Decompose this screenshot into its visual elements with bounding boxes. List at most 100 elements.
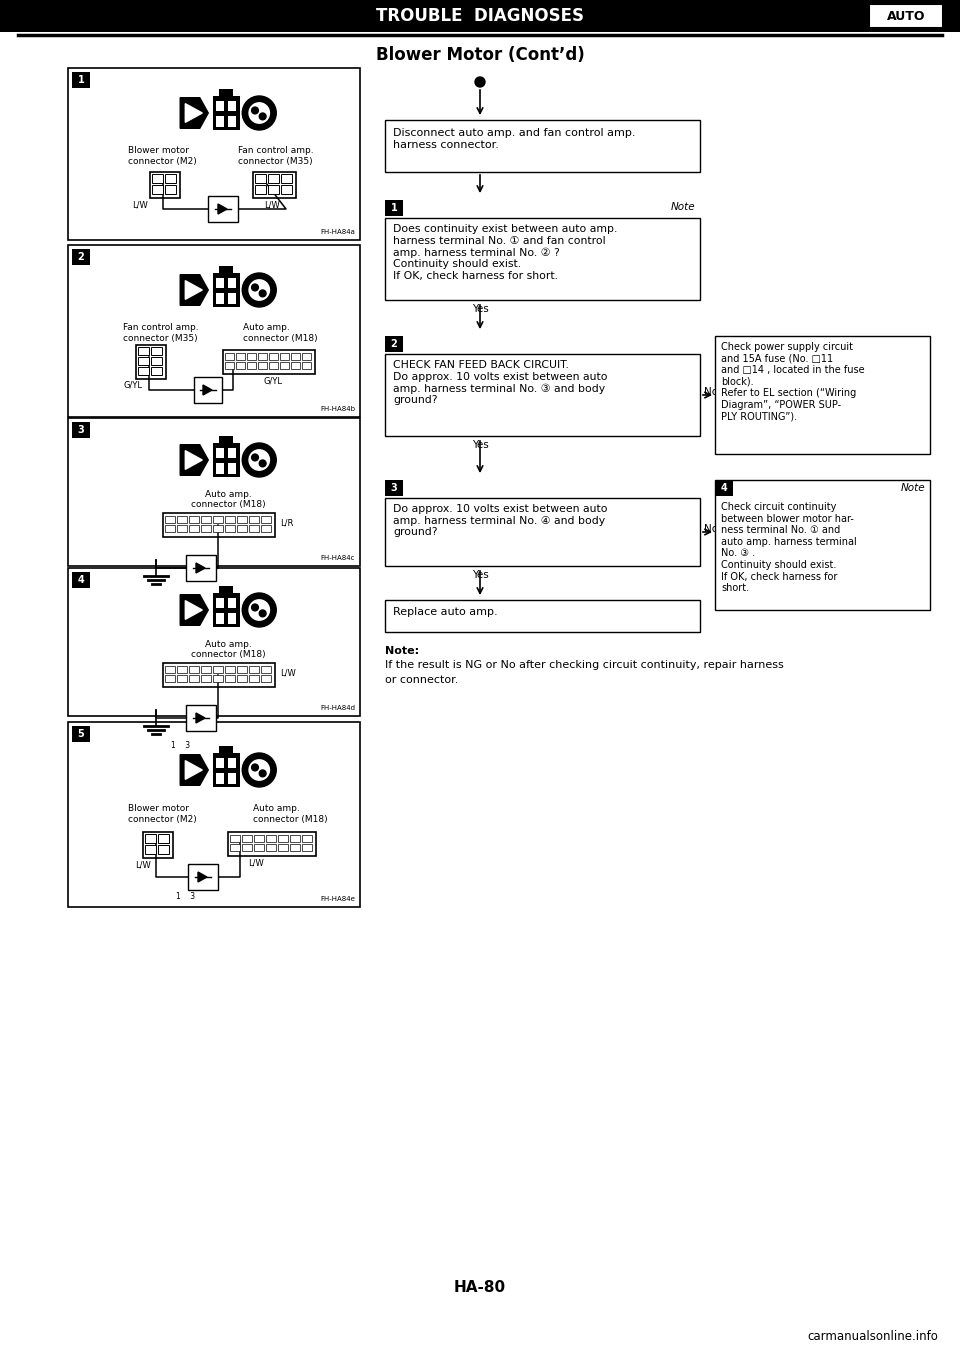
- Text: L/W: L/W: [135, 860, 151, 869]
- Bar: [68, 418, 360, 566]
- Bar: [225, 363, 234, 369]
- Bar: [236, 353, 245, 360]
- Bar: [213, 675, 223, 682]
- Bar: [72, 422, 90, 439]
- Circle shape: [249, 600, 270, 621]
- Bar: [219, 90, 233, 98]
- Text: FH-HA84a: FH-HA84a: [320, 230, 355, 235]
- Bar: [68, 68, 360, 240]
- Text: Auto amp.: Auto amp.: [253, 804, 300, 813]
- Bar: [290, 845, 300, 851]
- Circle shape: [242, 443, 276, 477]
- Text: CHECK FAN FEED BACK CIRCUIT.
Do approx. 10 volts exist between auto
amp. harness: CHECK FAN FEED BACK CIRCUIT. Do approx. …: [393, 360, 608, 405]
- Bar: [247, 363, 256, 369]
- Bar: [138, 357, 149, 365]
- Circle shape: [259, 610, 266, 617]
- Bar: [281, 185, 292, 194]
- Bar: [385, 335, 403, 352]
- Bar: [136, 345, 166, 379]
- Bar: [261, 526, 271, 532]
- Circle shape: [252, 454, 258, 460]
- Polygon shape: [198, 872, 207, 881]
- Bar: [151, 357, 162, 365]
- Text: Blower motor: Blower motor: [128, 147, 189, 155]
- Bar: [269, 363, 278, 369]
- Text: Do approx. 10 volts exist between auto
amp. harness terminal No. ④ and body
grou: Do approx. 10 volts exist between auto a…: [393, 504, 608, 538]
- Polygon shape: [180, 595, 208, 625]
- Text: No: No: [704, 387, 718, 397]
- Bar: [216, 448, 225, 458]
- Bar: [253, 172, 296, 198]
- Bar: [236, 363, 245, 369]
- Polygon shape: [180, 98, 208, 128]
- Polygon shape: [185, 451, 203, 470]
- Text: or connector.: or connector.: [385, 675, 458, 684]
- Bar: [186, 705, 216, 731]
- Bar: [72, 249, 90, 265]
- Bar: [225, 353, 234, 360]
- Bar: [72, 727, 90, 741]
- Polygon shape: [218, 204, 227, 215]
- Bar: [219, 587, 233, 595]
- Bar: [228, 448, 236, 458]
- Bar: [212, 752, 240, 788]
- Bar: [278, 835, 288, 842]
- Bar: [228, 117, 236, 126]
- Bar: [228, 100, 236, 111]
- Bar: [268, 174, 279, 183]
- Polygon shape: [196, 713, 205, 722]
- Text: 1: 1: [78, 75, 84, 86]
- Text: FH-HA84c: FH-HA84c: [321, 555, 355, 561]
- Bar: [145, 845, 156, 854]
- Bar: [278, 845, 288, 851]
- Text: L/W: L/W: [264, 200, 279, 209]
- Bar: [715, 335, 930, 454]
- Text: 1    3: 1 3: [172, 741, 191, 750]
- Bar: [68, 244, 360, 417]
- Bar: [216, 293, 225, 304]
- Bar: [228, 598, 236, 608]
- Bar: [186, 555, 216, 581]
- Polygon shape: [185, 760, 203, 779]
- Text: Note: Note: [670, 202, 695, 212]
- Bar: [280, 353, 289, 360]
- Text: connector (M35): connector (M35): [238, 158, 313, 166]
- Bar: [385, 498, 700, 566]
- Bar: [261, 516, 271, 523]
- Bar: [237, 526, 247, 532]
- Text: connector (M2): connector (M2): [128, 815, 197, 824]
- Bar: [255, 174, 266, 183]
- Circle shape: [252, 765, 258, 771]
- Text: Replace auto amp.: Replace auto amp.: [393, 607, 497, 617]
- Bar: [290, 835, 300, 842]
- Bar: [150, 172, 180, 198]
- Circle shape: [475, 77, 485, 87]
- Text: connector (M35): connector (M35): [123, 334, 198, 344]
- Bar: [385, 479, 403, 496]
- Bar: [201, 675, 211, 682]
- Bar: [228, 774, 236, 784]
- Bar: [281, 174, 292, 183]
- Polygon shape: [180, 444, 208, 475]
- Bar: [268, 185, 279, 194]
- Text: 2: 2: [391, 340, 397, 349]
- Bar: [188, 864, 218, 889]
- Bar: [151, 367, 162, 375]
- Text: Yes: Yes: [471, 304, 489, 314]
- Bar: [216, 117, 225, 126]
- Bar: [68, 568, 360, 716]
- Bar: [258, 353, 267, 360]
- Bar: [302, 363, 311, 369]
- Bar: [201, 516, 211, 523]
- Text: Note: Note: [900, 483, 925, 493]
- Bar: [189, 526, 199, 532]
- Bar: [151, 348, 162, 354]
- Bar: [230, 835, 240, 842]
- Bar: [138, 367, 149, 375]
- Text: HA-80: HA-80: [454, 1281, 506, 1296]
- Text: Yes: Yes: [471, 570, 489, 580]
- Bar: [189, 675, 199, 682]
- Bar: [212, 273, 240, 307]
- Bar: [237, 665, 247, 674]
- Bar: [242, 845, 252, 851]
